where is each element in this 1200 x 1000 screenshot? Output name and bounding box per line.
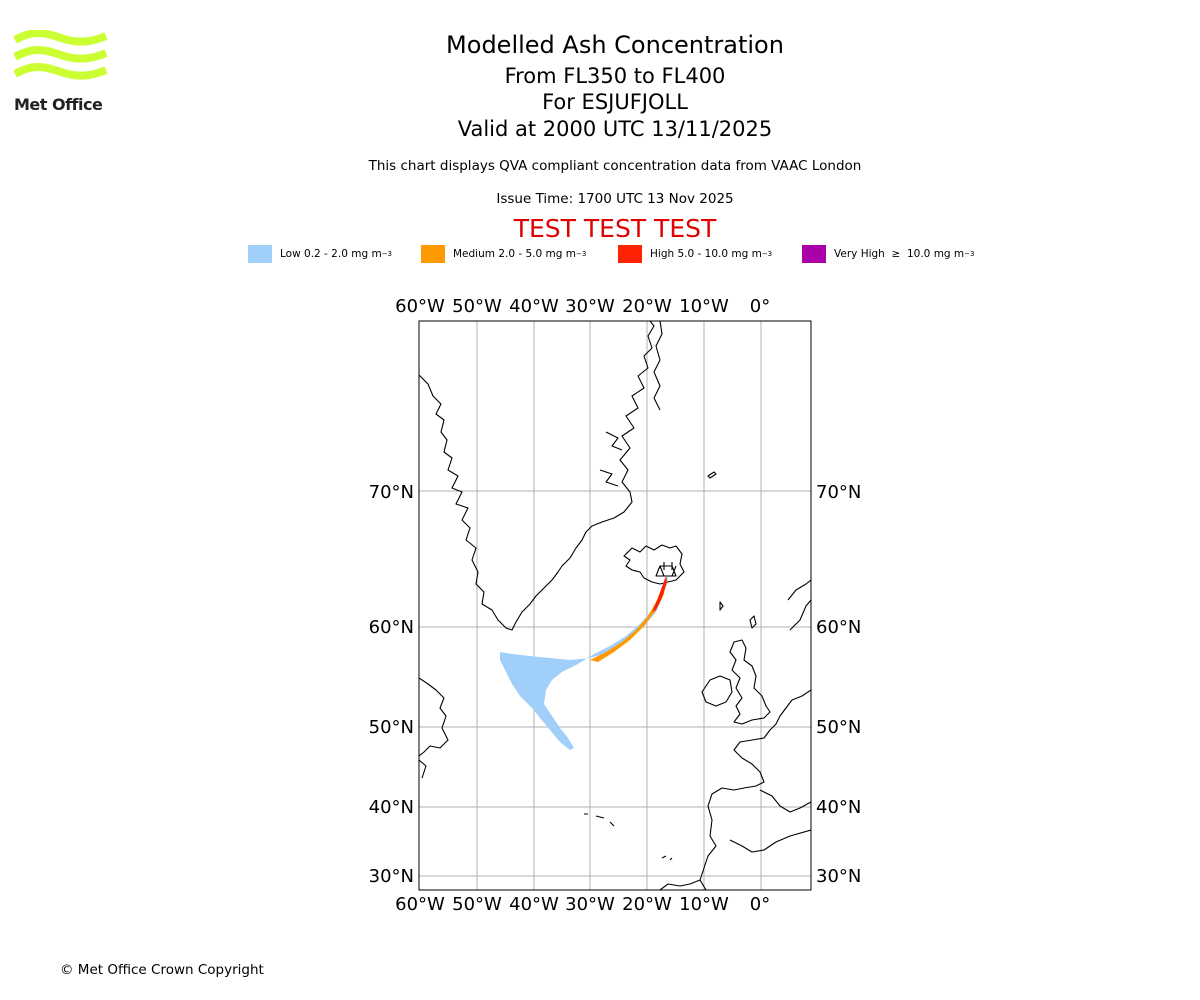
legend-low-unit-exponent: −3: [381, 250, 393, 258]
chart-title: Modelled Ash Concentration: [446, 31, 784, 59]
copyright-notice: © Met Office Crown Copyright: [60, 962, 264, 978]
issue-time: Issue Time: 1700 UTC 13 Nov 2025: [496, 191, 734, 207]
coastlines: [419, 321, 811, 890]
lon-label-bottom-30w: 30°W: [565, 894, 615, 915]
lat-label-right-60n: 60°N: [816, 617, 861, 638]
ash-plume: [500, 576, 668, 750]
legend-very-high-swatch: [802, 245, 826, 263]
legend-very-high: Very High ≥ 10.0 mg m −3: [802, 244, 974, 264]
lon-label-top-60w: 60°W: [395, 296, 445, 317]
lon-label-top-30w: 30°W: [565, 296, 615, 317]
chart-description: This chart displays QVA compliant concen…: [368, 158, 862, 174]
lon-label-bottom-60w: 60°W: [395, 894, 445, 915]
lon-label-bottom-10w: 10°W: [679, 894, 729, 915]
lon-label-top-20w: 20°W: [622, 296, 672, 317]
legend-low-swatch: [248, 245, 272, 263]
lon-label-bottom-40w: 40°W: [509, 894, 559, 915]
lat-label-left-50n: 50°N: [369, 717, 414, 738]
legend-low-label: Low 0.2 - 2.0 mg m: [280, 248, 382, 260]
lon-label-bottom-50w: 50°W: [452, 894, 502, 915]
test-banner: TEST TEST TEST: [513, 214, 717, 243]
met-office-logo-text: Met Office: [14, 95, 103, 114]
legend-high: High 5.0 - 10.0 mg m −3: [618, 244, 772, 264]
map-gridlines: [419, 321, 811, 890]
lat-label-right-50n: 50°N: [816, 717, 861, 738]
ash-plume-high: [652, 576, 667, 612]
legend-medium-label: Medium 2.0 - 5.0 mg m: [453, 248, 576, 260]
lat-label-right-40n: 40°N: [816, 797, 861, 818]
lon-label-bottom-0: 0°: [750, 894, 770, 915]
europe-coast: [699, 689, 811, 890]
lat-label-right-70n: 70°N: [816, 482, 861, 503]
ash-plume-low: [500, 576, 668, 750]
lat-label-right-30n: 30°N: [816, 866, 861, 887]
legend-medium-unit-exponent: −3: [575, 250, 587, 258]
lat-label-left-60n: 60°N: [369, 617, 414, 638]
lat-label-left-70n: 70°N: [369, 482, 414, 503]
britain-coast: [729, 639, 771, 725]
met-office-waves-icon: [12, 29, 108, 80]
volcano-name: For ESJUFJOLL: [542, 90, 688, 114]
legend-low: Low 0.2 - 2.0 mg m −3: [248, 244, 392, 264]
map-frame: [418, 320, 812, 891]
ash-plume-medium: [590, 578, 666, 662]
legend-high-swatch: [618, 245, 642, 263]
legend-very-high-unit-exponent: −3: [964, 250, 975, 258]
lon-label-bottom-20w: 20°W: [622, 894, 672, 915]
legend-medium: Medium 2.0 - 5.0 mg m −3: [421, 244, 586, 264]
lon-label-top-0: 0°: [750, 296, 770, 317]
ireland-coast: [701, 675, 733, 707]
lon-label-top-50w: 50°W: [452, 296, 502, 317]
legend-very-high-label: Very High ≥ 10.0 mg m: [834, 248, 965, 260]
greenland-coast: [419, 321, 655, 631]
legend-high-label: High 5.0 - 10.0 mg m: [650, 248, 762, 260]
legend-medium-swatch: [421, 245, 445, 263]
iceland-coast: [623, 544, 685, 585]
lat-label-left-40n: 40°N: [369, 797, 414, 818]
lon-label-top-10w: 10°W: [679, 296, 729, 317]
met-office-logo: Met Office: [12, 29, 109, 114]
legend-high-unit-exponent: −3: [761, 250, 773, 258]
valid-time: Valid at 2000 UTC 13/11/2025: [457, 117, 773, 141]
lon-label-top-40w: 40°W: [509, 296, 559, 317]
lat-label-left-30n: 30°N: [369, 866, 414, 887]
newfoundland-coast: [419, 677, 449, 757]
flight-levels: From FL350 to FL400: [504, 64, 726, 88]
